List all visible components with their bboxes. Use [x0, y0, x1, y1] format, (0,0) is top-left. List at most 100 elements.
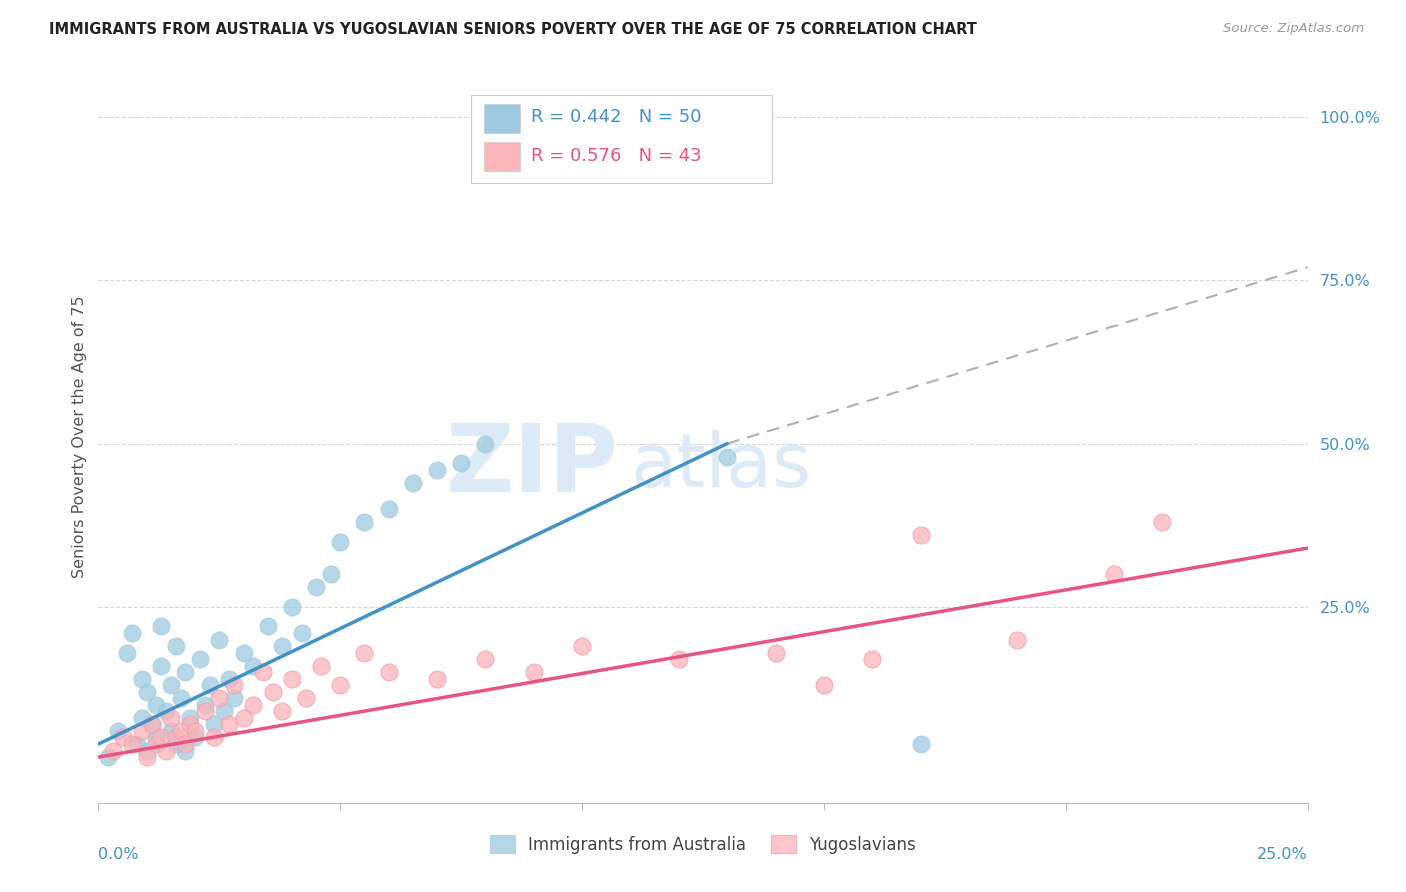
Point	[131, 711, 153, 725]
Point	[377, 502, 399, 516]
FancyBboxPatch shape	[484, 103, 520, 133]
Point	[160, 711, 183, 725]
Point	[188, 652, 211, 666]
Point	[145, 737, 167, 751]
Point	[309, 658, 332, 673]
Point	[765, 646, 787, 660]
Point	[135, 743, 157, 757]
Point	[198, 678, 221, 692]
Text: atlas: atlas	[630, 430, 811, 503]
Point	[402, 475, 425, 490]
Point	[218, 672, 240, 686]
Point	[1007, 632, 1029, 647]
Point	[179, 717, 201, 731]
Point	[281, 672, 304, 686]
Point	[1102, 567, 1125, 582]
Point	[813, 678, 835, 692]
Point	[121, 737, 143, 751]
Point	[523, 665, 546, 680]
Point	[281, 599, 304, 614]
Point	[474, 652, 496, 666]
Point	[218, 717, 240, 731]
Point	[150, 731, 173, 745]
FancyBboxPatch shape	[471, 95, 772, 183]
Text: 25.0%: 25.0%	[1257, 847, 1308, 862]
Legend: Immigrants from Australia, Yugoslavians: Immigrants from Australia, Yugoslavians	[484, 829, 922, 860]
Point	[668, 652, 690, 666]
Point	[165, 731, 187, 745]
Point	[252, 665, 274, 680]
Text: Source: ZipAtlas.com: Source: ZipAtlas.com	[1223, 22, 1364, 36]
Point	[127, 737, 149, 751]
Point	[169, 691, 191, 706]
Point	[353, 515, 375, 529]
Point	[353, 646, 375, 660]
Point	[204, 717, 226, 731]
Point	[174, 743, 197, 757]
Point	[222, 678, 245, 692]
Point	[1152, 515, 1174, 529]
Point	[184, 723, 207, 738]
Point	[135, 685, 157, 699]
Point	[242, 698, 264, 712]
Point	[160, 678, 183, 692]
Text: ZIP: ZIP	[446, 420, 619, 512]
Point	[212, 705, 235, 719]
Point	[204, 731, 226, 745]
Point	[155, 705, 177, 719]
Point	[179, 711, 201, 725]
Point	[131, 672, 153, 686]
Point	[232, 646, 254, 660]
Point	[450, 456, 472, 470]
Point	[135, 750, 157, 764]
Point	[208, 632, 231, 647]
Point	[319, 567, 342, 582]
Y-axis label: Seniors Poverty Over the Age of 75: Seniors Poverty Over the Age of 75	[72, 296, 87, 578]
Point	[295, 691, 318, 706]
Point	[131, 723, 153, 738]
Point	[97, 750, 120, 764]
Text: IMMIGRANTS FROM AUSTRALIA VS YUGOSLAVIAN SENIORS POVERTY OVER THE AGE OF 75 CORR: IMMIGRANTS FROM AUSTRALIA VS YUGOSLAVIAN…	[49, 22, 977, 37]
Point	[145, 698, 167, 712]
Point	[194, 705, 217, 719]
Point	[242, 658, 264, 673]
Point	[271, 705, 294, 719]
Point	[107, 723, 129, 738]
Point	[262, 685, 284, 699]
Point	[174, 665, 197, 680]
Point	[141, 717, 163, 731]
Point	[910, 528, 932, 542]
Point	[329, 534, 352, 549]
Point	[523, 143, 546, 157]
FancyBboxPatch shape	[484, 142, 520, 171]
Point	[271, 639, 294, 653]
Point	[117, 646, 139, 660]
Point	[155, 743, 177, 757]
Point	[377, 665, 399, 680]
Point	[160, 723, 183, 738]
Text: R = 0.442   N = 50: R = 0.442 N = 50	[531, 108, 702, 126]
Point	[208, 691, 231, 706]
Point	[426, 672, 449, 686]
Point	[571, 639, 593, 653]
Point	[329, 678, 352, 692]
Point	[222, 691, 245, 706]
Point	[141, 717, 163, 731]
Point	[290, 626, 312, 640]
Point	[232, 711, 254, 725]
Point	[194, 698, 217, 712]
Point	[716, 450, 738, 464]
Point	[305, 580, 328, 594]
Point	[426, 463, 449, 477]
Point	[150, 658, 173, 673]
Point	[101, 743, 124, 757]
Text: 0.0%: 0.0%	[98, 847, 139, 862]
Point	[910, 737, 932, 751]
Point	[184, 731, 207, 745]
Text: R = 0.576   N = 43: R = 0.576 N = 43	[531, 146, 702, 165]
Point	[174, 737, 197, 751]
Point	[165, 737, 187, 751]
Point	[860, 652, 883, 666]
Point	[474, 436, 496, 450]
Point	[169, 723, 191, 738]
